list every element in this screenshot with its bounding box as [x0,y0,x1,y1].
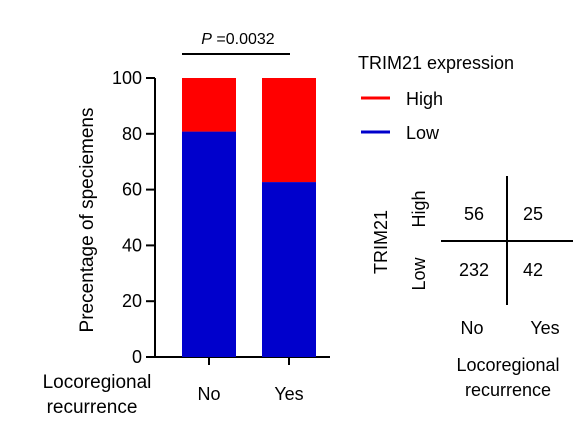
legend: TRIM21 expression High Low [358,53,514,143]
y-axis-title: Precentage of speciemens [77,108,98,333]
table-cell-low-no: 232 [459,260,489,280]
bar-high-no [182,78,236,132]
x-tick-label: No [197,384,220,404]
x-tick-label: Yes [274,384,303,404]
bars [182,78,316,357]
y-tick-label: 0 [132,347,142,367]
p-value-label: P =0.0032 [201,31,275,48]
x-axis-title-line-2: recurrence [47,397,138,418]
p-number: =0.0032 [212,31,275,48]
contingency-table: TRIM21 High Low 56 25 232 42 No Yes Loco… [371,176,573,400]
y-axis: 0 20 40 60 80 100 Precentage of speciemens [77,68,156,367]
table-col-header-line-1: Locoregional [456,355,559,375]
table-cell-high-no: 56 [464,204,484,224]
p-letter: P [201,31,212,48]
table-cell-high-yes: 25 [523,204,543,224]
table-row-label-high: High [409,190,429,227]
bar-low-no [182,131,236,357]
table-row-header: TRIM21 [371,210,391,274]
y-tick-label: 40 [122,235,142,255]
y-tick-label: 20 [122,291,142,311]
legend-title: TRIM21 expression [358,53,514,73]
table-col-label-yes: Yes [530,318,559,338]
table-col-header-line-2: recurrence [465,380,551,400]
p-value-annotation: P =0.0032 [182,31,290,55]
x-axis: Locoregional recurrence No Yes [43,356,330,418]
table-cell-low-yes: 42 [523,260,543,280]
y-tick-label: 100 [112,68,142,88]
bar-high-yes [262,78,316,183]
y-tick-label: 80 [122,124,142,144]
bar-low-yes [262,182,316,357]
table-col-label-no: No [460,318,483,338]
y-tick-label: 60 [122,180,142,200]
legend-label-high: High [406,89,443,109]
legend-label-low: Low [406,123,440,143]
table-row-label-low: Low [409,256,429,290]
x-axis-title-line-1: Locoregional [43,372,152,393]
